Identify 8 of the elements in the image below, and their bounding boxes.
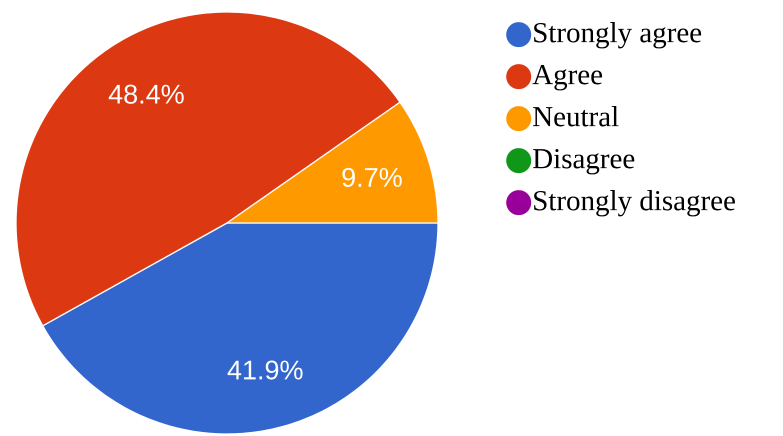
legend-label: Strongly disagree [534,190,735,216]
legend-label: Agree [532,65,602,90]
legend-label: Strongly agree [534,22,702,48]
data-label: 9.7% [342,168,402,187]
legend-label: Neutral [533,106,619,126]
legend-label: Disagree [533,148,634,174]
data-label: 48.4% [108,84,184,104]
data-label: 41.9% [228,360,303,380]
